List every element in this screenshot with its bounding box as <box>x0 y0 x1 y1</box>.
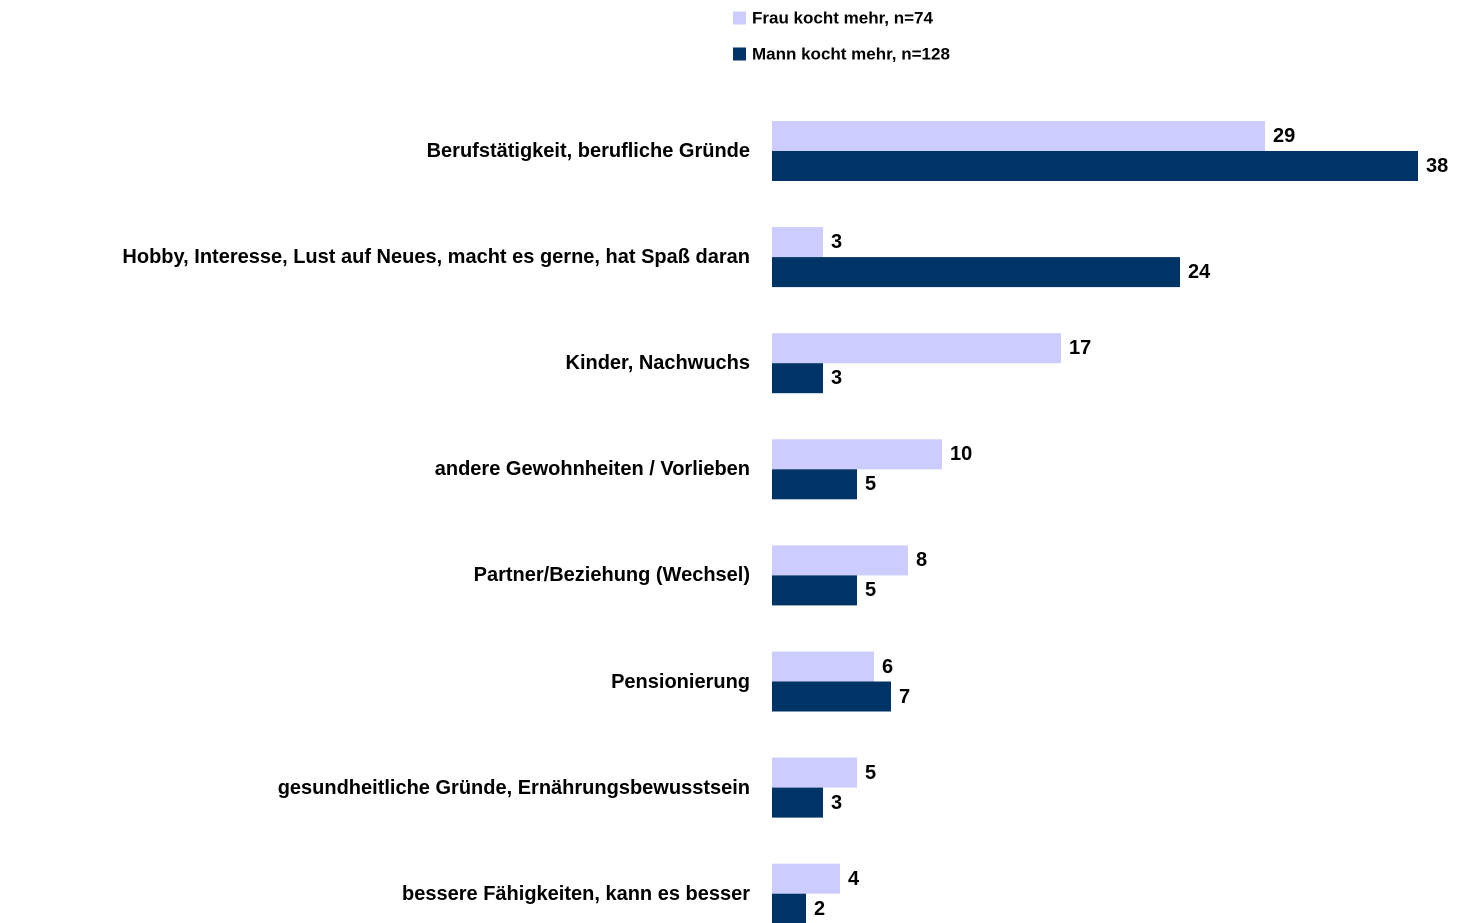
bar <box>772 575 857 606</box>
bar <box>772 757 857 788</box>
bar <box>772 151 1418 181</box>
value-label: 7 <box>899 685 911 708</box>
legend-label: Frau kocht mehr, n=74 <box>752 8 933 28</box>
value-label: 5 <box>865 473 877 496</box>
value-label: 3 <box>831 367 843 390</box>
category-label: Kinder, Nachwuchs <box>565 352 751 375</box>
bar <box>772 469 857 500</box>
value-label: 2 <box>814 897 826 920</box>
bar <box>772 863 840 894</box>
value-label: 38 <box>1426 155 1449 177</box>
bar <box>772 333 1061 364</box>
value-label: 4 <box>848 867 860 890</box>
bar <box>772 257 1180 288</box>
value-label: 5 <box>865 761 877 784</box>
bar <box>772 681 891 712</box>
value-label: 8 <box>916 549 928 572</box>
bar <box>772 439 942 470</box>
category-label: Pensionierung <box>611 670 750 693</box>
category-label: Partner/Beziehung (Wechsel) <box>473 564 750 587</box>
value-label: 5 <box>865 579 877 602</box>
category-label: Berufstätigkeit, berufliche Gründe <box>426 140 750 162</box>
value-label: 10 <box>950 443 973 466</box>
category-label: Hobby, Interesse, Lust auf Neues, macht … <box>122 246 750 269</box>
value-label: 29 <box>1273 125 1296 147</box>
bar <box>772 787 823 818</box>
value-label: 6 <box>882 655 894 678</box>
category-label: bessere Fähigkeiten, kann es besser <box>402 882 750 905</box>
category-label: andere Gewohnheiten / Vorlieben <box>434 458 750 481</box>
legend-swatch <box>733 47 746 61</box>
category-label: gesundheitliche Gründe, Ernährungsbewuss… <box>277 776 750 799</box>
bar <box>772 227 823 258</box>
bar <box>772 121 1265 151</box>
bar <box>772 363 823 394</box>
bar <box>772 651 874 682</box>
legend-label: Mann kocht mehr, n=128 <box>752 44 950 64</box>
value-label: 3 <box>831 231 843 254</box>
value-label: 24 <box>1188 261 1211 284</box>
legend-swatch <box>733 11 746 25</box>
value-label: 3 <box>831 791 843 814</box>
bar <box>772 545 908 576</box>
value-label: 17 <box>1069 337 1092 360</box>
bar <box>772 893 806 923</box>
